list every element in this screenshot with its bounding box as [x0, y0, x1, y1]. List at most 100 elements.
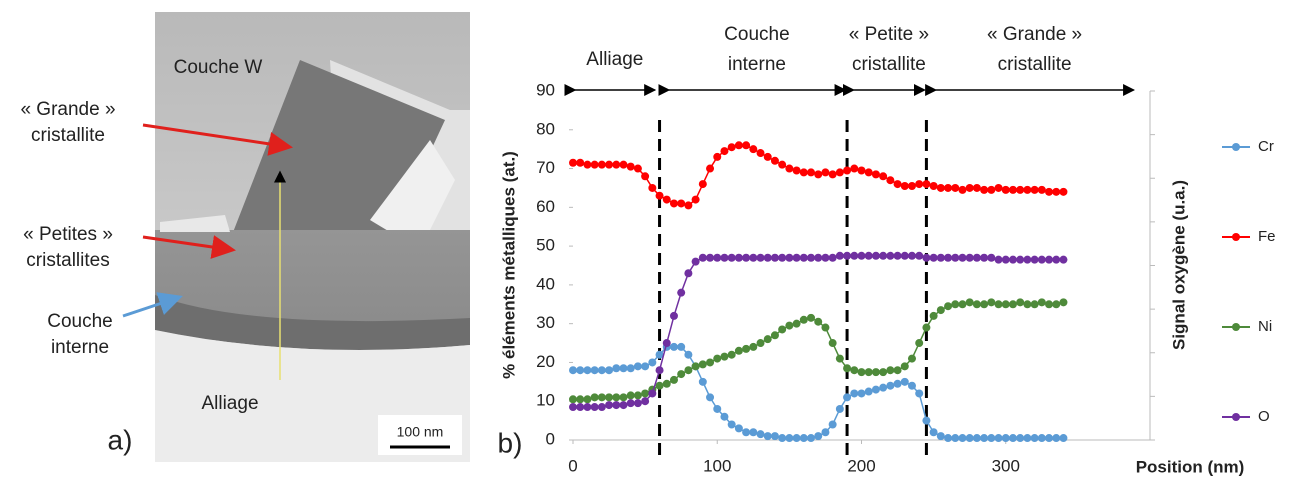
- panel-label: a): [108, 424, 133, 455]
- y-tick-label: 70: [536, 158, 555, 177]
- data-point: [958, 253, 967, 262]
- data-point: [727, 253, 736, 262]
- data-point: [720, 253, 729, 262]
- data-point: [576, 403, 585, 412]
- data-point: [958, 434, 967, 443]
- legend-marker: [1232, 143, 1240, 151]
- micrograph: 100 nm a): [108, 12, 470, 462]
- micrograph-label: Couche: [47, 311, 113, 332]
- data-point: [893, 379, 902, 388]
- data-point: [720, 412, 729, 421]
- data-point: [922, 323, 931, 332]
- data-point: [1037, 255, 1046, 264]
- data-point: [785, 321, 794, 330]
- data-point: [569, 366, 577, 375]
- data-point: [857, 166, 866, 175]
- data-point: [864, 251, 873, 260]
- data-point: [677, 370, 686, 379]
- data-point: [929, 182, 938, 191]
- data-point: [828, 339, 837, 348]
- data-point: [900, 251, 909, 260]
- data-point: [1052, 434, 1061, 443]
- data-point: [807, 434, 816, 443]
- data-point: [915, 251, 924, 260]
- data-point: [677, 288, 686, 297]
- data-point: [900, 362, 909, 371]
- data-point: [915, 389, 924, 398]
- data-point: [835, 168, 844, 177]
- data-point: [655, 350, 664, 359]
- data-point: [958, 300, 967, 309]
- data-point: [605, 160, 614, 169]
- data-point: [626, 162, 635, 171]
- data-point: [770, 253, 779, 262]
- data-point: [597, 160, 606, 169]
- data-point: [698, 377, 707, 386]
- data-point: [1001, 434, 1010, 443]
- data-point: [1008, 255, 1017, 264]
- data-point: [1001, 255, 1010, 264]
- data-point: [922, 416, 931, 425]
- data-point: [929, 428, 938, 437]
- data-point: [749, 428, 758, 437]
- series-line: [573, 255, 1064, 408]
- data-point: [626, 391, 635, 400]
- data-point: [1052, 300, 1061, 309]
- legend-marker: [1232, 323, 1240, 331]
- data-point: [835, 251, 844, 260]
- data-point: [936, 432, 945, 441]
- data-point: [778, 434, 787, 443]
- data-point: [713, 354, 722, 363]
- data-point: [619, 364, 628, 373]
- data-point: [1059, 255, 1068, 264]
- data-point: [605, 366, 614, 375]
- data-point: [641, 389, 650, 398]
- data-point: [612, 393, 621, 402]
- data-point: [994, 183, 1003, 192]
- region-label: « Petite »: [849, 24, 929, 45]
- data-point: [850, 164, 859, 173]
- data-point: [893, 180, 902, 189]
- data-point: [1001, 185, 1010, 194]
- data-point: [770, 156, 779, 165]
- data-point: [1008, 434, 1017, 443]
- legend-label: Cr: [1258, 138, 1274, 155]
- data-point: [734, 141, 743, 150]
- data-point: [590, 393, 599, 402]
- data-point: [871, 368, 880, 377]
- data-point: [612, 401, 621, 410]
- legend-marker: [1232, 413, 1240, 421]
- data-point: [929, 311, 938, 320]
- data-point: [576, 158, 585, 167]
- x-tick-label: 100: [703, 456, 731, 475]
- data-point: [569, 158, 577, 167]
- micrograph-label: Alliage: [201, 393, 258, 414]
- data-point: [886, 366, 895, 375]
- data-point: [590, 366, 599, 375]
- data-point: [785, 434, 794, 443]
- data-point: [1037, 434, 1046, 443]
- data-point: [590, 403, 599, 412]
- data-point: [1016, 434, 1025, 443]
- data-point: [980, 434, 989, 443]
- data-point: [720, 352, 729, 361]
- scale-bar-label: 100 nm: [397, 424, 444, 440]
- data-point: [843, 251, 852, 260]
- data-point: [944, 434, 953, 443]
- data-point: [713, 253, 722, 262]
- data-point: [907, 381, 916, 390]
- data-point: [742, 253, 751, 262]
- data-point: [944, 183, 953, 192]
- data-point: [843, 166, 852, 175]
- data-point: [871, 170, 880, 179]
- data-point: [965, 298, 974, 307]
- data-point: [734, 346, 743, 355]
- data-point: [727, 420, 736, 429]
- data-point: [799, 168, 808, 177]
- data-point: [626, 364, 635, 373]
- data-point: [871, 385, 880, 394]
- data-point: [655, 191, 664, 200]
- data-point: [720, 147, 729, 156]
- data-point: [569, 403, 577, 412]
